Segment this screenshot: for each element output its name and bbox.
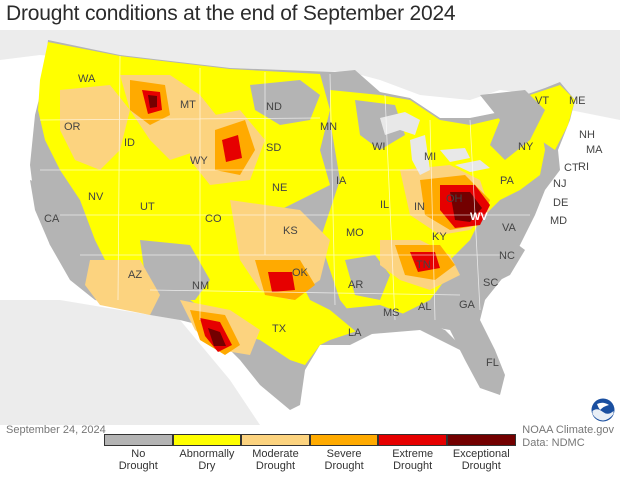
date-label: September 24, 2024 xyxy=(6,424,106,436)
state-label-ca: CA xyxy=(44,213,60,225)
legend-swatch-d0 xyxy=(172,434,242,446)
state-label-ct: CT xyxy=(564,162,579,174)
legend-swatch-d3 xyxy=(378,434,447,446)
state-label-fl: FL xyxy=(486,357,499,369)
state-label-wv: WV xyxy=(470,211,488,223)
state-label-vt: VT xyxy=(535,95,549,107)
state-label-sc: SC xyxy=(483,277,498,289)
noaa-logo xyxy=(591,398,615,422)
state-label-mt: MT xyxy=(180,99,196,111)
state-borders xyxy=(39,55,530,321)
state-label-la: LA xyxy=(348,327,362,339)
legend-swatch-d4 xyxy=(446,434,516,446)
state-label-ne: NE xyxy=(272,182,287,194)
state-label-ut: UT xyxy=(140,201,155,213)
state-label-nc: NC xyxy=(499,250,515,262)
legend: No Drought Abnormally Dry Moderate Drought … xyxy=(104,434,516,472)
legend-label-d3: Extreme Drought xyxy=(392,448,434,472)
state-label-nh: NH xyxy=(579,129,595,141)
patch-none-wi xyxy=(355,100,405,150)
zone-d4-idaho xyxy=(148,95,157,108)
zone-d3-ok xyxy=(268,272,295,292)
state-label-al: AL xyxy=(418,301,431,313)
patch-none-ne xyxy=(480,90,545,160)
zone-d3-wy xyxy=(222,135,242,162)
state-label-ky: KY xyxy=(432,231,447,243)
state-label-il: IL xyxy=(380,199,389,211)
state-label-ga: GA xyxy=(459,299,476,311)
state-label-oh: OH xyxy=(446,193,463,205)
state-label-wa: WA xyxy=(78,73,96,85)
state-label-sd: SD xyxy=(266,142,281,154)
state-label-nm: NM xyxy=(192,280,209,292)
patch-none-ar xyxy=(345,255,390,300)
state-label-tx: TX xyxy=(272,323,287,335)
canada-land xyxy=(0,30,620,120)
legend-label-d2: Severe Drought xyxy=(324,448,364,472)
state-label-nj: NJ xyxy=(553,178,566,190)
state-label-ri: RI xyxy=(578,161,589,173)
legend-label-d0: Abnormally Dry xyxy=(179,448,235,472)
state-label-ia: IA xyxy=(336,175,347,187)
state-label-ms: MS xyxy=(383,307,400,319)
legend-label-none: No Drought xyxy=(118,448,158,472)
great-lakes xyxy=(380,112,490,175)
state-label-az: AZ xyxy=(128,269,142,281)
zone-d1-southwest xyxy=(85,260,160,315)
patch-none-ca xyxy=(30,180,75,265)
patch-none-nd xyxy=(250,80,320,125)
state-label-pa: PA xyxy=(500,175,515,187)
state-label-tn: TN xyxy=(416,259,431,271)
mexico-land xyxy=(0,300,260,425)
state-label-nd: ND xyxy=(266,101,282,113)
legend-swatch-none xyxy=(104,434,173,446)
state-label-ar: AR xyxy=(348,279,363,291)
state-label-ok: OK xyxy=(292,267,309,279)
state-label-md: MD xyxy=(550,215,567,227)
patch-none-se xyxy=(470,235,525,285)
zone-d4-tx xyxy=(208,328,226,346)
credit-block: NOAA Climate.gov Data: NDMC xyxy=(522,424,614,450)
legend-labels: No Drought Abnormally Dry Moderate Drought … xyxy=(104,446,516,472)
zone-d0-ne xyxy=(530,85,575,150)
legend-label-d4: Exceptional Drought xyxy=(452,448,510,472)
state-label-mo: MO xyxy=(346,227,364,239)
state-label-va: VA xyxy=(502,222,517,234)
state-label-ks: KS xyxy=(283,225,298,237)
state-label-me: ME xyxy=(569,95,586,107)
state-label-mi: MI xyxy=(424,151,436,163)
zone-d1-northwest xyxy=(60,85,130,170)
state-label-ma: MA xyxy=(586,144,603,156)
state-label-in: IN xyxy=(414,201,425,213)
state-label-co: CO xyxy=(205,213,222,225)
legend-label-d1: Moderate Drought xyxy=(252,448,299,472)
legend-swatches xyxy=(104,434,516,446)
state-label-nv: NV xyxy=(88,191,104,203)
state-label-wy: WY xyxy=(190,155,208,167)
drought-map: WA OR CA ID NV MT WY UT AZ CO NM ND SD N… xyxy=(0,30,620,425)
patch-none-gulf xyxy=(330,305,500,390)
credit-line-2: Data: NDMC xyxy=(522,437,585,449)
state-label-or: OR xyxy=(64,121,81,133)
zone-d3-tn xyxy=(410,252,440,272)
state-label-wi: WI xyxy=(372,141,385,153)
state-label-mn: MN xyxy=(320,121,337,133)
credit-line-1: NOAA Climate.gov xyxy=(522,424,614,436)
state-label-ny: NY xyxy=(518,141,534,153)
state-label-id: ID xyxy=(124,137,135,149)
legend-swatch-d2 xyxy=(309,434,379,446)
legend-swatch-d1 xyxy=(241,434,310,446)
map-title: Drought conditions at the end of Septemb… xyxy=(6,2,456,25)
state-label-de: DE xyxy=(553,197,568,209)
